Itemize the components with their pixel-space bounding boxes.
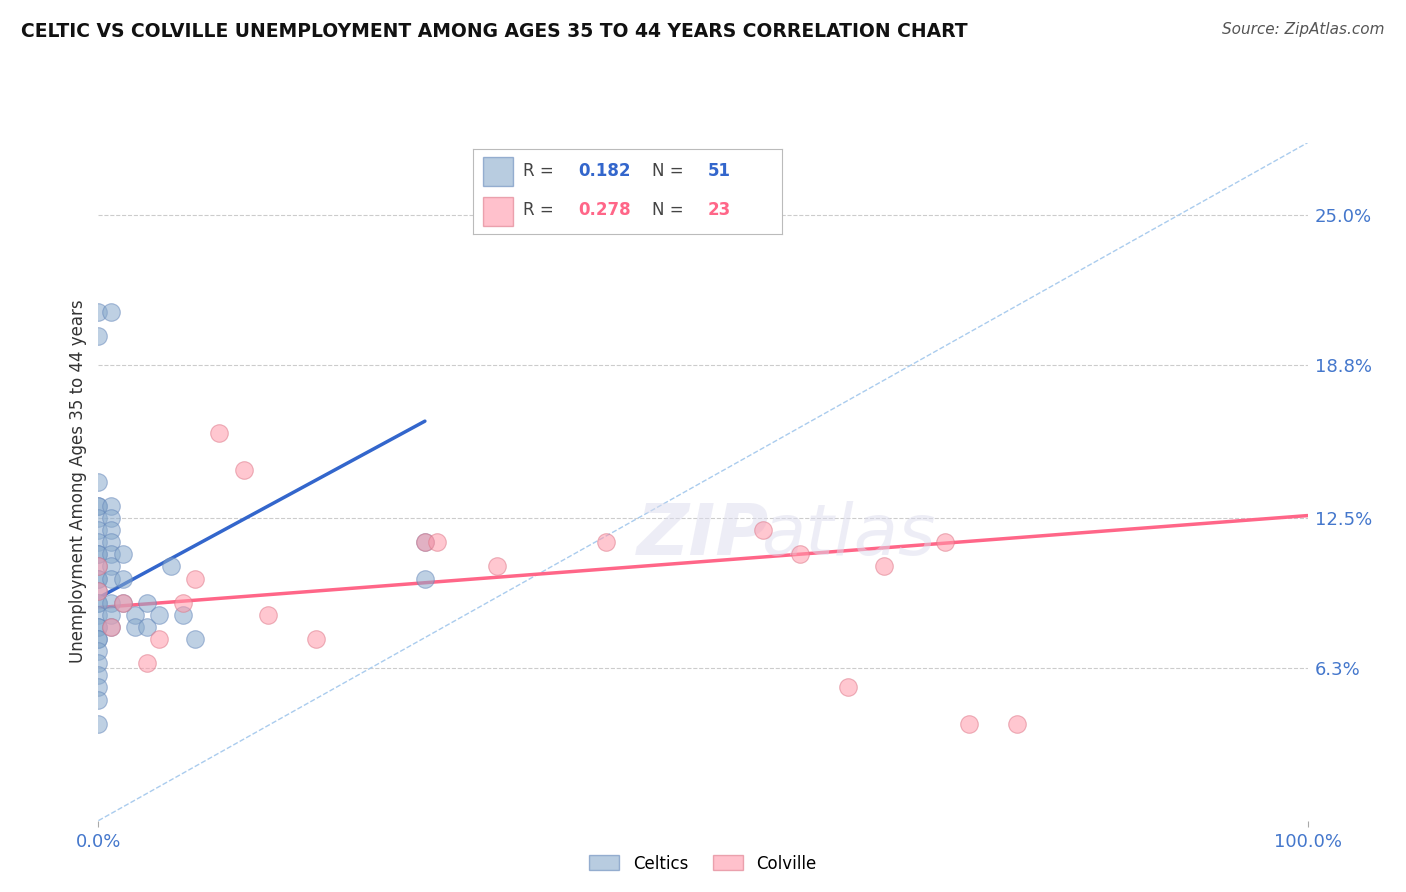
Point [87, 681, 110, 695]
Point [160, 559, 183, 574]
Point [486, 559, 509, 574]
Point [87, 583, 110, 598]
Point [87, 620, 110, 634]
Point [100, 511, 122, 525]
Point [87, 692, 110, 706]
Point [111, 596, 134, 610]
Point [87, 668, 110, 682]
Point [87, 511, 110, 525]
Point [87, 596, 110, 610]
Point [172, 596, 194, 610]
Point [87, 632, 110, 646]
Point [100, 559, 122, 574]
Point [413, 535, 436, 549]
Point [957, 716, 980, 731]
Point [100, 547, 122, 561]
Point [87, 657, 110, 671]
Point [172, 607, 194, 622]
Point [87, 583, 110, 598]
Point [87, 644, 110, 658]
Point [413, 572, 436, 586]
Point [87, 559, 110, 574]
Point [100, 523, 122, 537]
Point [256, 607, 278, 622]
Point [87, 535, 110, 549]
Point [595, 535, 617, 549]
Point [100, 535, 122, 549]
Point [87, 716, 110, 731]
Point [87, 632, 110, 646]
Text: CELTIC VS COLVILLE UNEMPLOYMENT AMONG AGES 35 TO 44 YEARS CORRELATION CHART: CELTIC VS COLVILLE UNEMPLOYMENT AMONG AG… [21, 22, 967, 41]
Point [87, 620, 110, 634]
Point [208, 426, 231, 441]
Point [111, 596, 134, 610]
Point [1007, 716, 1029, 731]
Point [87, 523, 110, 537]
Point [413, 535, 436, 549]
Point [426, 535, 449, 549]
Point [87, 559, 110, 574]
Point [148, 607, 170, 622]
Point [100, 620, 122, 634]
Point [305, 632, 328, 646]
Point [934, 535, 956, 549]
Point [87, 547, 110, 561]
Y-axis label: Unemployment Among Ages 35 to 44 years: Unemployment Among Ages 35 to 44 years [69, 300, 87, 664]
Text: atlas: atlas [761, 501, 935, 570]
Point [100, 596, 122, 610]
Point [100, 620, 122, 634]
Point [100, 305, 122, 319]
Text: ZIP: ZIP [637, 501, 769, 570]
Point [100, 607, 122, 622]
Point [752, 523, 775, 537]
Point [87, 329, 110, 343]
Point [111, 547, 134, 561]
Point [789, 547, 811, 561]
Point [87, 572, 110, 586]
Point [873, 559, 896, 574]
Point [135, 596, 157, 610]
Point [837, 681, 859, 695]
Point [124, 607, 146, 622]
Point [87, 305, 110, 319]
Point [135, 620, 157, 634]
Point [87, 547, 110, 561]
Point [124, 620, 146, 634]
Legend: Celtics, Colville: Celtics, Colville [582, 848, 824, 880]
Point [232, 462, 254, 476]
Point [87, 596, 110, 610]
Point [87, 499, 110, 513]
Point [87, 475, 110, 489]
Text: Source: ZipAtlas.com: Source: ZipAtlas.com [1222, 22, 1385, 37]
Point [100, 499, 122, 513]
Point [148, 632, 170, 646]
Point [87, 607, 110, 622]
Point [87, 499, 110, 513]
Point [184, 632, 207, 646]
Point [135, 657, 157, 671]
Point [184, 572, 207, 586]
Point [111, 572, 134, 586]
Point [87, 572, 110, 586]
Point [100, 572, 122, 586]
